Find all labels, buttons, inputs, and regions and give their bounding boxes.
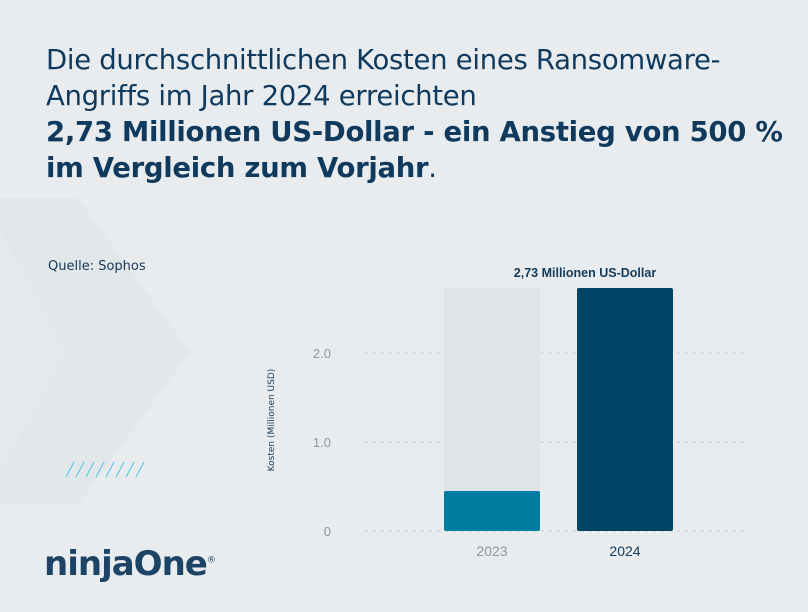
headline: Die durchschnittlichen Kosten eines Rans… xyxy=(46,42,786,186)
y-tick-label: 0 xyxy=(324,524,331,539)
logo-registered-mark: ® xyxy=(206,555,216,566)
logo-text: ninjaOne xyxy=(44,544,208,584)
bar-track xyxy=(444,288,540,531)
bar-2023 xyxy=(444,490,540,531)
data-label: 2,73 Millionen US-Dollar xyxy=(514,266,657,280)
x-tick-label: 2024 xyxy=(609,543,640,559)
hatch-decoration xyxy=(65,461,145,478)
headline-end: . xyxy=(428,152,437,184)
y-tick-label: 1.0 xyxy=(313,435,331,450)
y-axis-label: Kosten (Millionen USD) xyxy=(267,369,277,472)
headline-regular: Die durchschnittlichen Kosten eines Rans… xyxy=(46,44,721,112)
y-tick-label: 2.0 xyxy=(313,346,331,361)
bar-2024 xyxy=(577,288,673,531)
headline-bold: 2,73 Millionen US-Dollar - ein Anstieg v… xyxy=(46,116,783,184)
source-label: Quelle: Sophos xyxy=(48,259,146,274)
x-tick-label: 2023 xyxy=(476,543,507,559)
ninjaone-logo: ninjaOne® xyxy=(44,544,216,584)
